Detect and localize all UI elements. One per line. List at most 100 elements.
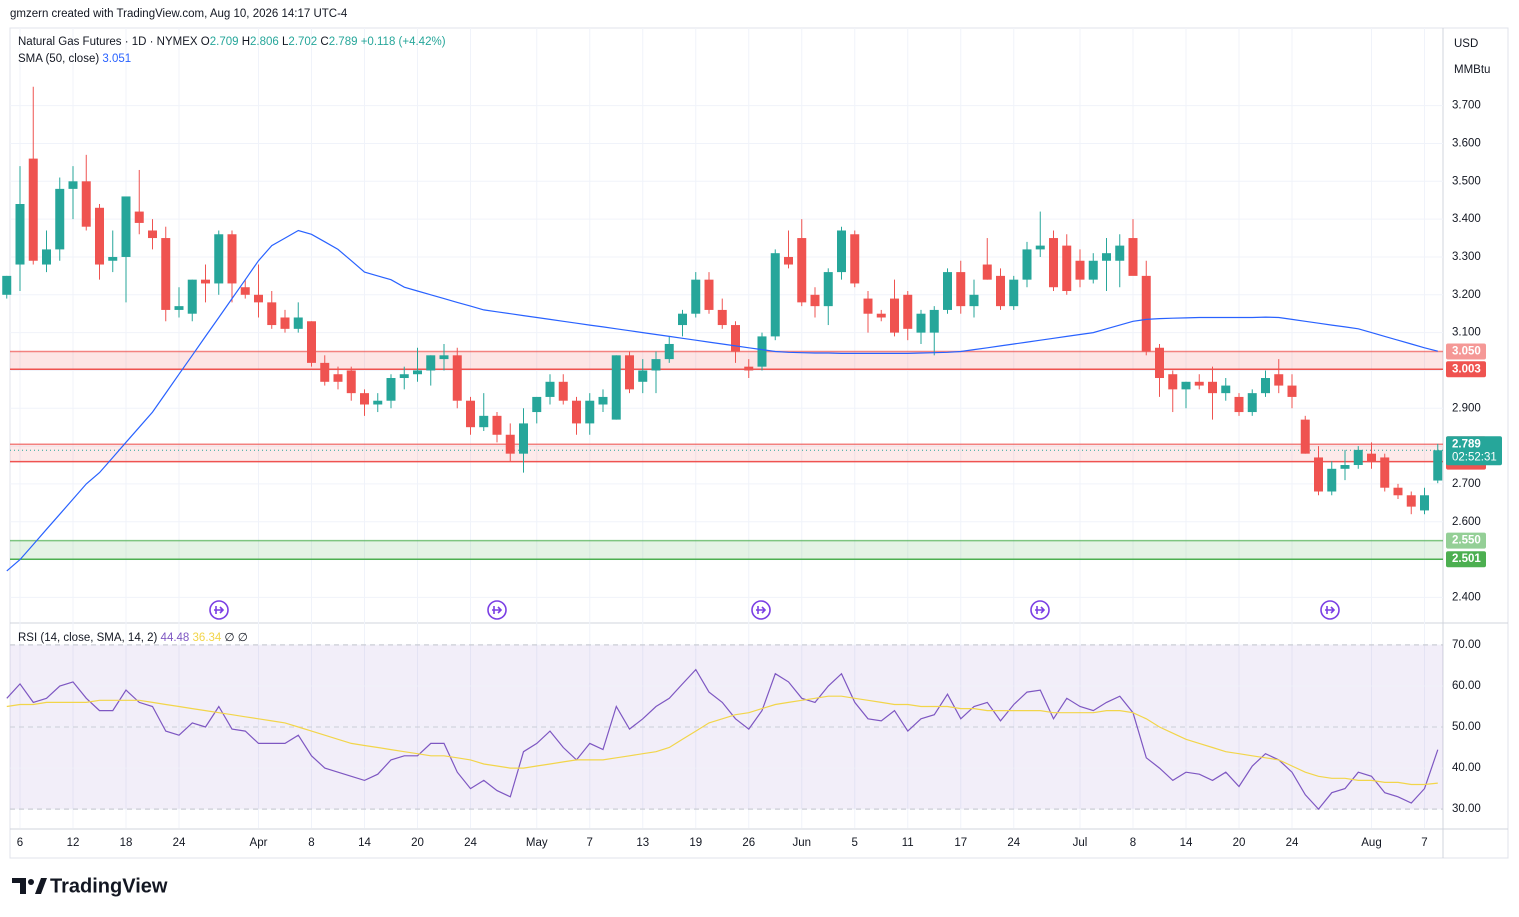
candle-body — [134, 211, 144, 223]
candle-body — [1420, 495, 1429, 511]
candle-body — [439, 355, 449, 360]
candle-body — [28, 158, 38, 261]
rsi-name: RSI (14, close, SMA, 14, 2) — [18, 632, 158, 644]
y-tick-label: 3.400 — [1452, 213, 1481, 225]
low-value: 2.702 — [288, 36, 317, 48]
candle-body — [386, 378, 396, 401]
candle-body — [505, 434, 515, 454]
rsi-tick-label: 30.00 — [1452, 803, 1481, 815]
candle-body — [1314, 457, 1323, 492]
rsi-extra: ∅ ∅ — [225, 632, 248, 644]
candle-body — [1380, 457, 1390, 488]
candle-body — [1049, 238, 1058, 288]
open-value: 2.709 — [210, 36, 239, 48]
candle-body — [1327, 468, 1337, 492]
candle-body — [280, 317, 290, 329]
candle-body — [346, 370, 356, 394]
x-tick-label: 14 — [358, 837, 371, 849]
candle-body — [890, 298, 899, 333]
sma-line — [6, 229, 1438, 572]
candle-body — [479, 415, 489, 428]
candle-body — [42, 249, 51, 265]
y-tick-label: 2.400 — [1452, 591, 1481, 603]
attribution: gmzern created with TradingView.com, Aug… — [10, 8, 348, 20]
x-tick-label: Jul — [1073, 837, 1088, 849]
candle-body — [161, 238, 171, 310]
candle-body — [201, 279, 210, 284]
x-tick-label: 17 — [954, 837, 967, 849]
candle-body — [1194, 381, 1204, 386]
y-tick-label: 3.100 — [1452, 327, 1481, 339]
candle-body — [903, 294, 913, 329]
price-badge-label: 3.003 — [1452, 363, 1481, 375]
y-tick-label: 3.500 — [1452, 175, 1481, 187]
price-badge-label: 2.501 — [1452, 553, 1481, 565]
candle-body — [810, 294, 820, 307]
candle-body — [333, 374, 343, 382]
zone — [10, 540, 1443, 560]
candle-body — [585, 400, 595, 424]
rsi-value: 44.48 — [161, 632, 190, 644]
candle-body — [1221, 385, 1231, 394]
x-tick-label: Jun — [792, 837, 811, 849]
candle-body — [108, 256, 118, 261]
candle-body — [1393, 487, 1403, 496]
candle-body — [1433, 450, 1443, 481]
candle-body — [943, 272, 952, 310]
candle-body — [545, 381, 555, 397]
candle-body — [240, 287, 250, 295]
x-tick-label: 24 — [173, 837, 186, 849]
candle-body — [757, 336, 767, 367]
event-icon — [1320, 600, 1340, 620]
legend-line: SMA (50, close) 3.051 — [18, 53, 131, 65]
countdown: 02:52:31 — [1452, 451, 1497, 463]
candle-body — [850, 234, 860, 284]
legend-line: RSI (14, close, SMA, 14, 2) 44.48 36.34 … — [18, 632, 248, 644]
x-tick-label: 8 — [1130, 837, 1136, 849]
candle-body — [823, 272, 833, 307]
candle-body — [1406, 495, 1416, 507]
candle-body — [691, 279, 701, 314]
current-price-badge — [1446, 436, 1502, 466]
x-tick-label: 8 — [308, 837, 314, 849]
price-badge — [1446, 532, 1486, 549]
zone — [10, 444, 1443, 462]
candle-body — [187, 279, 197, 314]
candle-body — [797, 238, 807, 303]
candle-body — [254, 294, 263, 303]
y-tick-label: 3.200 — [1452, 289, 1481, 301]
x-tick-label: 20 — [411, 837, 424, 849]
candle-body — [929, 309, 939, 333]
candle-body — [1141, 275, 1151, 352]
ohlc-label: H — [242, 36, 250, 48]
candle-body — [1300, 419, 1310, 454]
candle-body — [307, 321, 316, 363]
price-badge-label: 3.050 — [1452, 346, 1481, 358]
ohlc-label: L — [282, 36, 289, 48]
change: +0.118 — [361, 36, 396, 48]
labels-layer: 2.4002.5002.6002.7002.8002.9003.0003.100… — [17, 36, 1502, 849]
candle-body — [1208, 381, 1217, 394]
event-icons — [209, 600, 1340, 620]
event-icon — [487, 600, 507, 620]
candle-body — [969, 294, 979, 307]
candle-body — [1353, 449, 1363, 466]
candle-body — [1102, 253, 1111, 261]
candle-body — [55, 188, 65, 250]
y-tick-label: 2.700 — [1452, 478, 1481, 490]
sma-name: SMA (50, close) — [18, 53, 99, 65]
candle-body — [982, 264, 992, 280]
candle-body — [1022, 249, 1032, 280]
x-tick-label: 12 — [67, 837, 80, 849]
candle-body — [996, 275, 1005, 307]
rsi-tick-label: 70.00 — [1452, 639, 1481, 651]
x-tick-label: 24 — [1007, 837, 1020, 849]
candle-body — [1181, 381, 1191, 390]
candle-body — [770, 253, 780, 337]
candle-body — [1247, 393, 1257, 413]
event-icon — [1030, 600, 1050, 620]
unit: MMBtu — [1454, 64, 1490, 76]
candle-body — [1274, 374, 1284, 386]
x-tick-label: 6 — [17, 837, 23, 849]
candle-body — [876, 313, 886, 318]
